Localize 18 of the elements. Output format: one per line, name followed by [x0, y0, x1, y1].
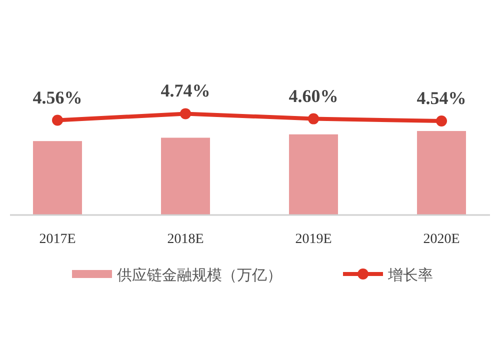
bar	[417, 131, 466, 215]
legend-label: 供应链金融规模（万亿）	[117, 266, 282, 284]
point	[180, 108, 191, 120]
data-label: 4.56%	[32, 87, 82, 108]
x-tick-label: 2017E	[39, 232, 76, 247]
x-tick-label: 2019E	[295, 232, 332, 247]
data-label: 4.60%	[288, 86, 338, 106]
point	[52, 114, 63, 126]
bar	[161, 138, 210, 215]
point	[436, 116, 447, 126]
point	[308, 113, 319, 124]
data-label: 4.54%	[416, 88, 466, 108]
legend-label: 增长率	[387, 266, 433, 284]
x-tick-label: 2018E	[167, 232, 204, 247]
x-tick-label: 2020E	[423, 232, 460, 247]
data-label: 4.74%	[160, 80, 210, 101]
bar	[33, 141, 82, 215]
bar	[289, 134, 338, 215]
